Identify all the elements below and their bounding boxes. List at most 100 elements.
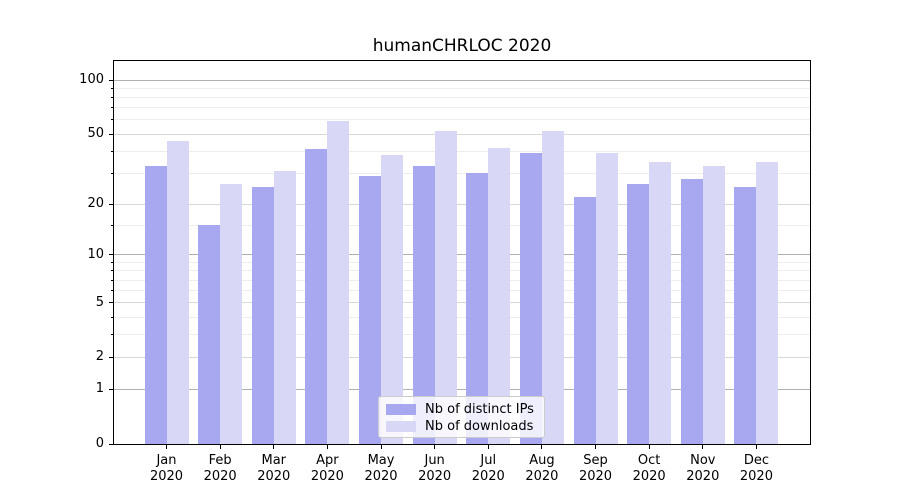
x-tick-mark — [434, 445, 436, 449]
bar-downloads-mar — [273, 170, 296, 444]
gridline-minor — [114, 97, 810, 99]
y-tick-mark — [109, 79, 113, 81]
y-tick-mark — [109, 356, 113, 358]
gridline-minor — [114, 119, 810, 121]
x-tick-label-nov: Nov 2020 — [686, 453, 720, 484]
legend: Nb of distinct IPs Nb of downloads — [378, 396, 545, 438]
y-minor-tick-mark — [110, 172, 113, 174]
gridline-minor — [114, 270, 810, 272]
bar-distinct-ips-sep — [573, 196, 596, 444]
y-tick-label: 5 — [95, 294, 104, 310]
bar-distinct-ips-jul — [466, 173, 489, 444]
y-tick-mark — [109, 133, 113, 135]
gridline-minor — [114, 262, 810, 263]
bar-distinct-ips-mar — [251, 187, 274, 444]
y-minor-tick-mark — [110, 334, 113, 336]
y-minor-tick-mark — [110, 97, 113, 99]
chart-title: humanCHRLOC 2020 — [372, 36, 552, 56]
x-tick-mark — [380, 445, 382, 449]
legend-label-downloads: Nb of downloads — [425, 419, 534, 434]
x-tick-mark — [273, 445, 275, 449]
y-minor-tick-mark — [110, 316, 113, 318]
bar-downloads-oct — [649, 161, 672, 444]
legend-item-distinct-ips: Nb of distinct IPs — [386, 401, 544, 418]
legend-label-distinct-ips: Nb of distinct IPs — [425, 402, 534, 417]
bar-distinct-ips-jun — [412, 166, 435, 444]
gridline-major — [114, 254, 810, 256]
y-tick-label: 2 — [95, 349, 104, 365]
gridline-mid — [114, 302, 810, 304]
legend-swatch-downloads — [386, 421, 416, 432]
x-tick-mark — [487, 445, 489, 449]
x-tick-mark — [648, 445, 650, 449]
y-tick-label: 10 — [87, 246, 104, 262]
legend-swatch-distinct-ips — [386, 404, 416, 415]
x-tick-mark — [166, 445, 167, 449]
y-tick-label: 20 — [87, 196, 104, 212]
y-minor-tick-mark — [110, 224, 113, 226]
bar-distinct-ips-feb — [198, 225, 221, 444]
x-tick-label-jun: Jun 2020 — [418, 453, 452, 484]
y-minor-tick-mark — [110, 87, 113, 89]
y-tick-label: 50 — [87, 126, 104, 142]
x-tick-label-oct: Oct 2020 — [632, 453, 666, 484]
y-tick-mark — [109, 203, 113, 205]
y-tick-mark — [109, 443, 113, 445]
bar-downloads-jul — [488, 147, 511, 444]
x-tick-label-jul: Jul 2020 — [471, 453, 505, 484]
gridline-minor — [114, 107, 810, 109]
x-tick-mark — [702, 445, 704, 449]
bar-downloads-may — [381, 155, 404, 444]
x-tick-mark — [326, 445, 328, 449]
y-tick-mark — [109, 254, 113, 256]
x-tick-mark — [219, 445, 221, 449]
y-tick-mark — [109, 388, 113, 390]
bar-downloads-feb — [220, 184, 243, 444]
bar-downloads-nov — [702, 166, 725, 444]
bar-downloads-sep — [595, 153, 618, 444]
bar-distinct-ips-jan — [144, 166, 167, 444]
y-tick-mark — [109, 302, 113, 304]
y-minor-tick-mark — [110, 150, 113, 152]
bar-distinct-ips-apr — [305, 149, 328, 444]
bar-downloads-apr — [327, 121, 350, 444]
x-tick-label-sep: Sep 2020 — [578, 453, 613, 484]
bar-downloads-jan — [166, 140, 189, 444]
x-tick-label-aug: Aug 2020 — [525, 453, 559, 484]
gridline-mid — [114, 133, 810, 135]
y-tick-label: 1 — [95, 381, 104, 397]
bar-distinct-ips-may — [359, 175, 382, 444]
x-tick-mark — [595, 445, 597, 449]
x-tick-label-jan: Jan 2020 — [149, 453, 184, 484]
x-tick-mark — [755, 445, 757, 449]
bar-downloads-jun — [434, 131, 457, 444]
bar-distinct-ips-nov — [680, 178, 703, 444]
y-minor-tick-mark — [110, 279, 113, 281]
plot-area — [113, 60, 811, 445]
gridline-minor — [114, 172, 810, 174]
x-tick-label-mar: Mar 2020 — [257, 453, 291, 484]
y-tick-label: 0 — [95, 436, 104, 451]
x-tick-mark — [541, 445, 543, 449]
gridline-minor — [114, 224, 810, 226]
gridline-major — [114, 388, 810, 390]
x-tick-label-may: May 2020 — [364, 453, 398, 484]
gridline-mid — [114, 356, 810, 358]
gridline-minor — [114, 334, 810, 336]
gridline-minor — [114, 316, 810, 318]
gridline-minor — [114, 290, 810, 292]
gridline-minor — [114, 87, 810, 89]
y-minor-tick-mark — [110, 119, 113, 121]
x-tick-label-apr: Apr 2020 — [310, 453, 344, 484]
gridline-minor — [114, 279, 810, 281]
bar-distinct-ips-dec — [734, 187, 757, 444]
y-minor-tick-mark — [110, 270, 113, 272]
y-minor-tick-mark — [110, 290, 113, 292]
y-minor-tick-mark — [110, 262, 113, 263]
gridline-mid — [114, 203, 810, 205]
x-tick-label-feb: Feb 2020 — [203, 453, 237, 484]
bar-downloads-aug — [541, 131, 564, 444]
y-minor-tick-mark — [110, 107, 113, 109]
legend-item-downloads: Nb of downloads — [386, 418, 544, 435]
